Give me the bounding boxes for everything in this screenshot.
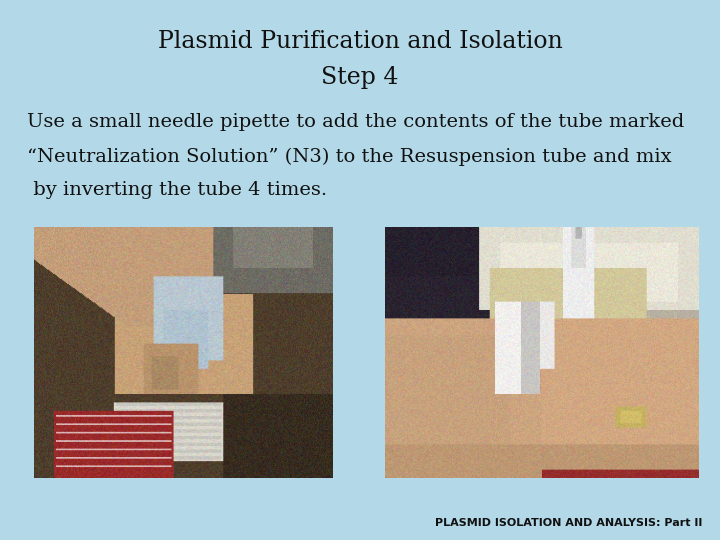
Text: Plasmid Purification and Isolation: Plasmid Purification and Isolation xyxy=(158,30,562,53)
Text: Step 4: Step 4 xyxy=(321,66,399,89)
Text: PLASMID ISOLATION AND ANALYSIS: Part II: PLASMID ISOLATION AND ANALYSIS: Part II xyxy=(435,518,702,528)
Text: Use a small needle pipette to add the contents of the tube marked: Use a small needle pipette to add the co… xyxy=(27,113,685,131)
Text: by inverting the tube 4 times.: by inverting the tube 4 times. xyxy=(27,181,328,199)
Text: “Neutralization Solution” (N3) to the Resuspension tube and mix: “Neutralization Solution” (N3) to the Re… xyxy=(27,147,672,166)
